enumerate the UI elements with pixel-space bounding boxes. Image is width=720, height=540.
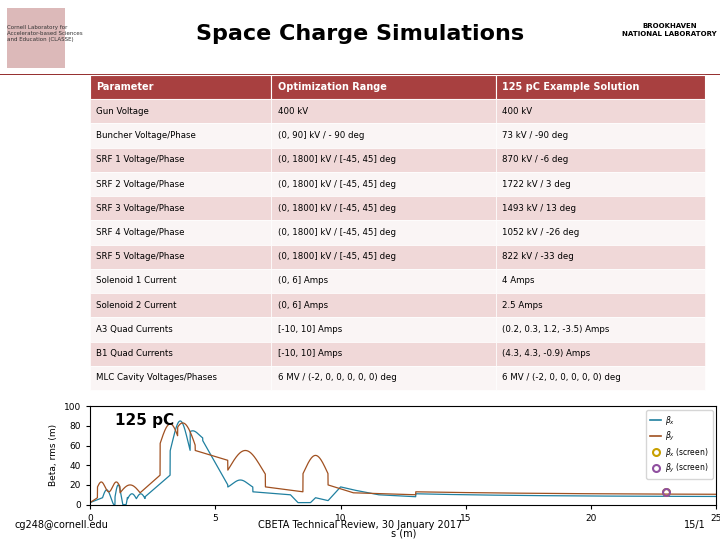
Bar <box>271 172 496 196</box>
Text: (0, 90] kV / - 90 deg: (0, 90] kV / - 90 deg <box>278 131 364 140</box>
X-axis label: s (m): s (m) <box>390 528 416 538</box>
Bar <box>271 269 496 293</box>
Bar <box>7 8 65 68</box>
Bar <box>271 366 496 390</box>
Bar <box>496 124 705 148</box>
Text: [-10, 10] Amps: [-10, 10] Amps <box>278 325 342 334</box>
Text: SRF 5 Voltage/Phase: SRF 5 Voltage/Phase <box>96 252 184 261</box>
Text: MLC Cavity Voltages/Phases: MLC Cavity Voltages/Phases <box>96 373 217 382</box>
Bar <box>271 341 496 366</box>
Text: Cornell Laboratory for
Accelerator-based Sciences
and Education (CLASSE): Cornell Laboratory for Accelerator-based… <box>7 25 83 42</box>
Text: (0, 6] Amps: (0, 6] Amps <box>278 276 328 286</box>
Bar <box>271 293 496 318</box>
Text: 6 MV / (-2, 0, 0, 0, 0, 0) deg: 6 MV / (-2, 0, 0, 0, 0, 0) deg <box>502 373 621 382</box>
Bar <box>496 245 705 269</box>
Text: 125 pC: 125 pC <box>115 413 174 428</box>
Text: Buncher Voltage/Phase: Buncher Voltage/Phase <box>96 131 196 140</box>
Bar <box>90 341 271 366</box>
Text: (0, 1800] kV / [-45, 45] deg: (0, 1800] kV / [-45, 45] deg <box>278 204 395 213</box>
Legend: $\beta_x$, $\beta_y$, $\beta_x$ (screen), $\beta_y$ (screen): $\beta_x$, $\beta_y$, $\beta_x$ (screen)… <box>646 410 713 479</box>
Text: 1493 kV / 13 deg: 1493 kV / 13 deg <box>502 204 576 213</box>
Text: (4.3, 4.3, -0.9) Amps: (4.3, 4.3, -0.9) Amps <box>502 349 590 358</box>
Text: cg248@cornell.edu: cg248@cornell.edu <box>14 520 108 530</box>
Text: 6 MV / (-2, 0, 0, 0, 0, 0) deg: 6 MV / (-2, 0, 0, 0, 0, 0) deg <box>278 373 396 382</box>
Text: [-10, 10] Amps: [-10, 10] Amps <box>278 349 342 358</box>
Bar <box>271 124 496 148</box>
Text: 822 kV / -33 deg: 822 kV / -33 deg <box>502 252 574 261</box>
Text: 73 kV / -90 deg: 73 kV / -90 deg <box>502 131 568 140</box>
Bar <box>496 341 705 366</box>
Bar <box>90 269 271 293</box>
Text: 125 pC Example Solution: 125 pC Example Solution <box>502 82 639 92</box>
Text: 870 kV / -6 deg: 870 kV / -6 deg <box>502 156 568 164</box>
Text: Space Charge Simulations: Space Charge Simulations <box>196 24 524 44</box>
Text: (0.2, 0.3, 1.2, -3.5) Amps: (0.2, 0.3, 1.2, -3.5) Amps <box>502 325 609 334</box>
Bar <box>496 148 705 172</box>
Text: 4 Amps: 4 Amps <box>502 276 534 286</box>
Text: Parameter: Parameter <box>96 82 153 92</box>
Bar <box>271 318 496 341</box>
Text: 1722 kV / 3 deg: 1722 kV / 3 deg <box>502 179 571 188</box>
Bar <box>271 148 496 172</box>
Text: 400 kV: 400 kV <box>502 107 532 116</box>
Bar <box>90 293 271 318</box>
Bar <box>271 220 496 245</box>
Bar <box>90 220 271 245</box>
Bar <box>496 196 705 220</box>
Text: SRF 4 Voltage/Phase: SRF 4 Voltage/Phase <box>96 228 184 237</box>
Bar <box>496 293 705 318</box>
Text: Solenoid 2 Current: Solenoid 2 Current <box>96 301 176 310</box>
Bar <box>496 75 705 99</box>
Bar <box>90 366 271 390</box>
Bar <box>90 172 271 196</box>
Text: 2.5 Amps: 2.5 Amps <box>502 301 543 310</box>
Text: SRF 2 Voltage/Phase: SRF 2 Voltage/Phase <box>96 179 184 188</box>
Bar <box>90 75 271 99</box>
Bar <box>90 124 271 148</box>
Text: (0, 6] Amps: (0, 6] Amps <box>278 301 328 310</box>
Bar <box>496 269 705 293</box>
Bar <box>496 172 705 196</box>
Bar <box>496 366 705 390</box>
Text: 15/1: 15/1 <box>684 520 706 530</box>
Text: Gun Voltage: Gun Voltage <box>96 107 149 116</box>
Text: Solenoid 1 Current: Solenoid 1 Current <box>96 276 176 286</box>
Bar <box>496 99 705 124</box>
Text: SRF 1 Voltage/Phase: SRF 1 Voltage/Phase <box>96 156 184 164</box>
Bar <box>271 196 496 220</box>
Text: A3 Quad Currents: A3 Quad Currents <box>96 325 173 334</box>
Text: (0, 1800] kV / [-45, 45] deg: (0, 1800] kV / [-45, 45] deg <box>278 228 395 237</box>
Bar <box>496 318 705 341</box>
Bar <box>90 99 271 124</box>
Text: Optimization Range: Optimization Range <box>278 82 387 92</box>
Text: (0, 1800] kV / [-45, 45] deg: (0, 1800] kV / [-45, 45] deg <box>278 252 395 261</box>
Bar <box>90 196 271 220</box>
Bar <box>271 75 496 99</box>
Text: SRF 3 Voltage/Phase: SRF 3 Voltage/Phase <box>96 204 184 213</box>
Text: (0, 1800] kV / [-45, 45] deg: (0, 1800] kV / [-45, 45] deg <box>278 179 395 188</box>
Bar <box>496 220 705 245</box>
Bar <box>271 99 496 124</box>
Text: BROOKHAVEN
NATIONAL LABORATORY: BROOKHAVEN NATIONAL LABORATORY <box>622 24 717 37</box>
Text: CBETA Technical Review, 30 January 2017: CBETA Technical Review, 30 January 2017 <box>258 520 462 530</box>
Y-axis label: Beta, rms (m): Beta, rms (m) <box>49 424 58 487</box>
Bar <box>271 245 496 269</box>
Bar <box>90 318 271 341</box>
Text: (0, 1800] kV / [-45, 45] deg: (0, 1800] kV / [-45, 45] deg <box>278 156 395 164</box>
Text: 1052 kV / -26 deg: 1052 kV / -26 deg <box>502 228 580 237</box>
Bar <box>90 148 271 172</box>
Bar <box>90 245 271 269</box>
Text: 400 kV: 400 kV <box>278 107 307 116</box>
Text: B1 Quad Currents: B1 Quad Currents <box>96 349 173 358</box>
